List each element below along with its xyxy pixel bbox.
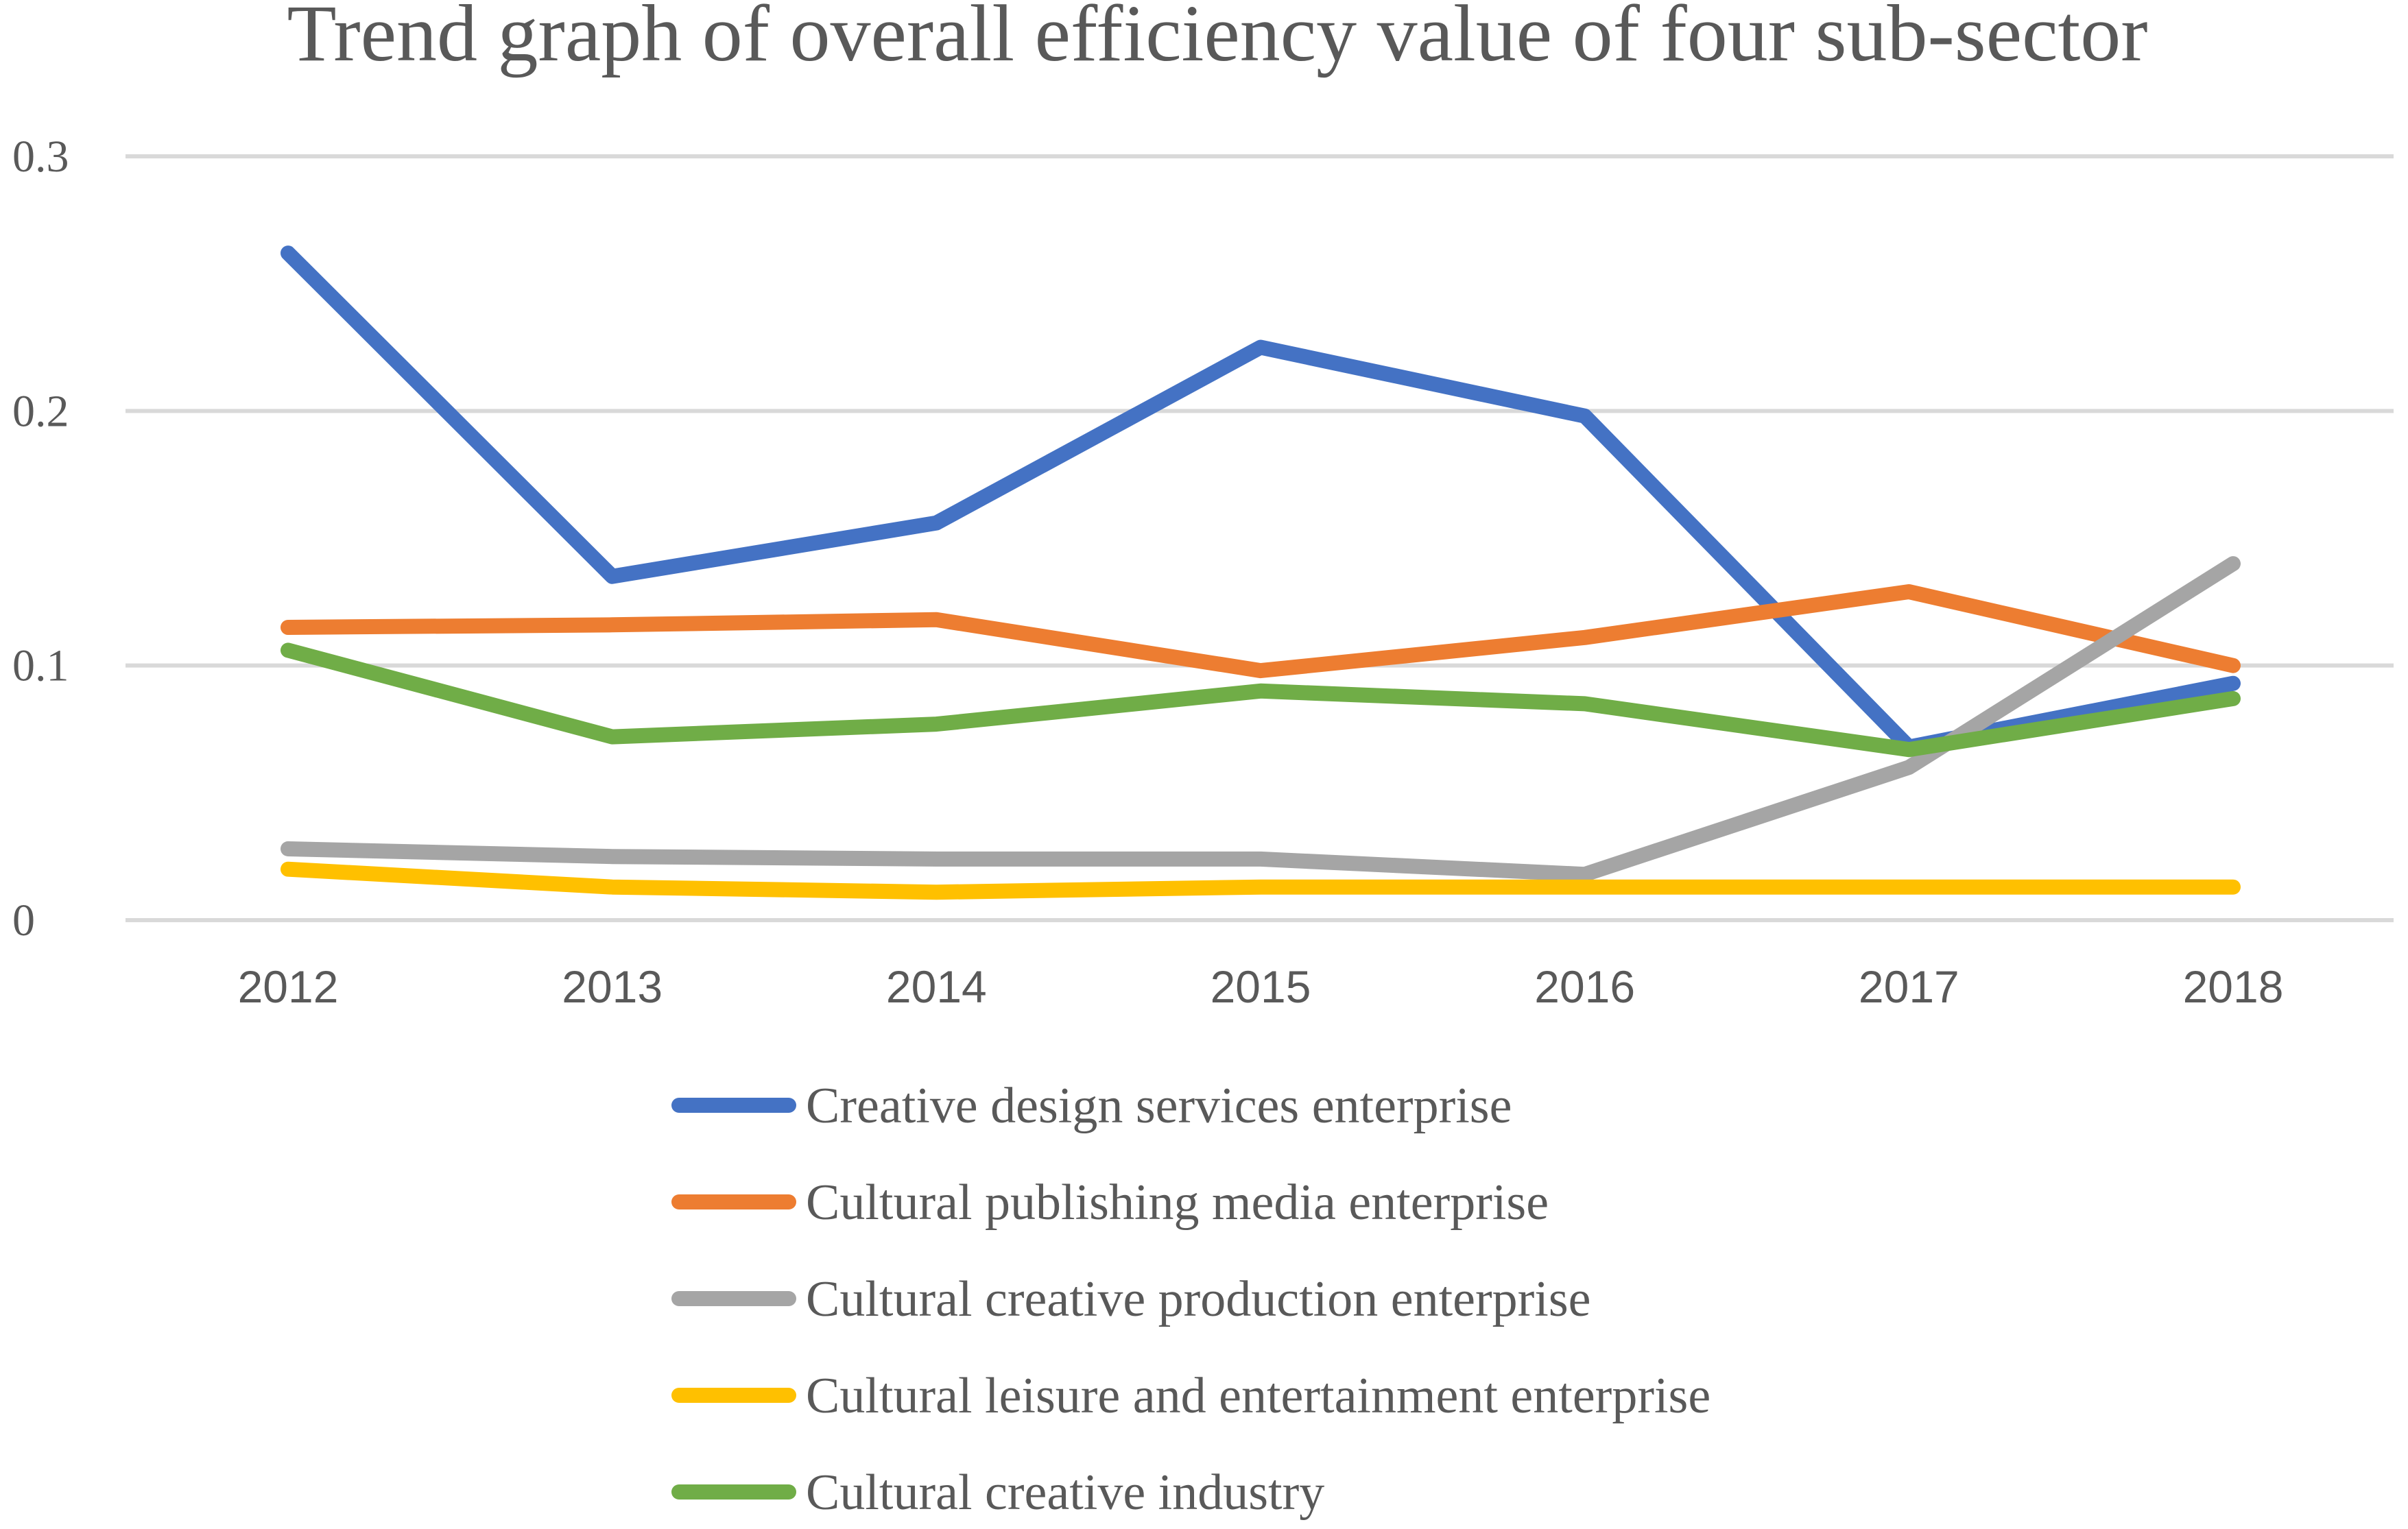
x-tick-label: 2018 xyxy=(2183,961,2284,1012)
series-line-cultural-leisure-and-entertainment-enterprise xyxy=(281,861,2241,900)
y-tick-label: 0.1 xyxy=(12,641,69,691)
series-line-cultural-creative-production-enterprise xyxy=(281,556,2241,882)
y-tick-label: 0.2 xyxy=(12,386,69,436)
x-tick-label: 2013 xyxy=(562,961,663,1012)
legend-item: Creative design services enterprise xyxy=(671,1078,1512,1134)
series-line-cultural-creative-industry xyxy=(281,642,2241,758)
x-axis-tick-labels: 2012 2013 2014 2015 2016 2017 2018 xyxy=(238,961,2284,1012)
y-tick-label: 0.3 xyxy=(12,132,69,182)
y-tick-label: 0 xyxy=(12,895,35,946)
legend-label: Creative design services enterprise xyxy=(806,1078,1512,1134)
series-line-cultural-publishing-media-enterprise xyxy=(281,584,2241,679)
legend-label: Cultural creative industry xyxy=(806,1465,1324,1521)
x-tick-label: 2012 xyxy=(238,961,339,1012)
legend-item: Cultural publishing media enterprise xyxy=(671,1175,1549,1231)
gridlines xyxy=(126,154,2394,922)
legend-item: Cultural creative industry xyxy=(671,1465,1324,1521)
series-lines xyxy=(281,245,2241,900)
y-axis-tick-labels: 0 0.1 0.2 0.3 xyxy=(12,132,69,946)
legend-item: Cultural creative production enterprise xyxy=(671,1271,1591,1327)
x-tick-label: 2016 xyxy=(1534,961,1635,1012)
legend-label: Cultural creative production enterprise xyxy=(806,1271,1591,1327)
x-tick-label: 2015 xyxy=(1211,961,1311,1012)
legend: Creative design services enterprise Cultu… xyxy=(671,1078,1710,1521)
chart-title: Trend graph of overall efficiency value … xyxy=(287,0,2147,78)
legend-label: Cultural leisure and entertainment enter… xyxy=(806,1368,1710,1424)
legend-item: Cultural leisure and entertainment enter… xyxy=(671,1368,1710,1424)
x-tick-label: 2017 xyxy=(1859,961,1959,1012)
x-tick-label: 2014 xyxy=(886,961,987,1012)
legend-label: Cultural publishing media enterprise xyxy=(806,1175,1549,1231)
